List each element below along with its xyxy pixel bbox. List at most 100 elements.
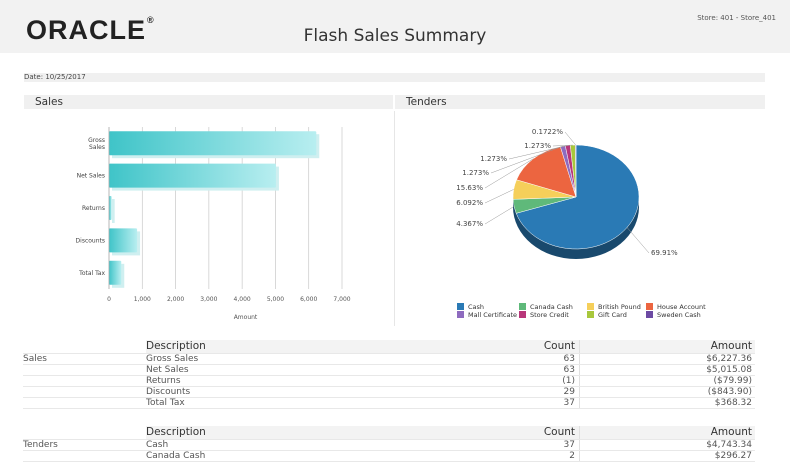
category-label: Returns [82, 205, 105, 212]
row-description: Total Tax [146, 397, 394, 409]
bar [109, 196, 112, 220]
row-count: 37 [394, 397, 580, 409]
category-label: Total Tax [78, 270, 105, 277]
legend-label: Mall Certificate [468, 311, 518, 319]
bar-shadow [112, 199, 115, 223]
pie-leader-line [484, 206, 515, 225]
category-label: Sales [89, 144, 105, 151]
table-header-row: Description Count Amount [23, 340, 755, 354]
legend-swatch [646, 311, 653, 318]
category-label: Net Sales [77, 173, 105, 180]
x-axis-label: Amount [234, 314, 258, 321]
legend-label: Canada Cash [530, 303, 573, 311]
legend-item: Mall Certificate [457, 311, 517, 320]
table-row: Tenders Cash 37 $4,743.34 [23, 439, 755, 451]
row-count: 29 [394, 386, 580, 398]
legend-item: Canada Cash [519, 303, 573, 312]
table-row: Discounts 29 ($843.90) [23, 386, 755, 398]
pie-slice-label: 1.273% [480, 155, 507, 163]
row-amount: $6,227.36 [579, 353, 755, 365]
row-amount: $5,015.08 [579, 364, 755, 376]
row-description: Gross Sales [146, 353, 394, 365]
x-tick-label: 3,000 [200, 296, 217, 303]
legend-swatch [519, 303, 526, 310]
legend-label: House Account [657, 303, 706, 311]
pie-leader-line [552, 144, 573, 147]
sales-section-heading: Sales [24, 95, 393, 109]
x-tick-label: 2,000 [167, 296, 184, 303]
category-label: Gross [88, 137, 105, 144]
legend-label: Sweden Cash [657, 311, 701, 319]
legend-swatch [457, 303, 464, 310]
legend-item: British Pound [587, 303, 641, 312]
row-description: Returns [146, 375, 394, 387]
pie-slice [516, 146, 577, 198]
row-amount: $368.32 [579, 397, 755, 409]
description-header: Description [146, 426, 394, 440]
sales-bar-chart: 0 1,000 2,000 3,000 4,000 5,000 6,000 7,000 Amou… [76, 127, 351, 321]
panel-divider [394, 111, 395, 326]
pie-leader-line [564, 131, 576, 146]
table-row: Returns (1) ($79.99) [23, 375, 755, 387]
legend-swatch [646, 303, 653, 310]
sales-table: Description Count Amount Sales Gross Sal… [23, 340, 755, 409]
row-amount: ($843.90) [579, 386, 755, 398]
count-header: Count [394, 340, 580, 354]
pie-slice-label: 0.1722% [532, 128, 563, 136]
group-label: Tenders [23, 439, 146, 451]
row-amount: $4,743.34 [579, 439, 755, 451]
legend-swatch [587, 303, 594, 310]
pie-slice-label: 15.63% [456, 184, 483, 192]
oracle-logo: ORACLE® [26, 15, 155, 45]
legend-item: Cash [457, 303, 484, 312]
pie-leader-line [484, 189, 514, 204]
row-description: Canada Cash [146, 450, 394, 462]
pie-slice-label: 6.092% [456, 199, 483, 207]
table-row: Net Sales 63 $5,015.08 [23, 364, 755, 376]
table-row: Total Tax 37 $368.32 [23, 397, 755, 409]
tenders-pie-chart: 69.91% 4.367% 6.092% 15.63% 1.273% 1.273% 1.27… [456, 128, 678, 259]
tenders-section-heading: Tenders [395, 95, 765, 109]
pie-leader-line [626, 227, 650, 254]
amount-header: Amount [579, 340, 755, 354]
legend-item: Gift Card [587, 311, 627, 320]
bar [109, 228, 138, 253]
legend-label: Gift Card [598, 311, 627, 319]
bar [109, 131, 317, 156]
row-count: 2 [394, 450, 580, 462]
x-tick-label: 0 [107, 296, 111, 303]
legend-item: House Account [646, 303, 706, 312]
pie-slice-label: 4.367% [456, 220, 483, 228]
pie-leader-line [490, 145, 563, 174]
page-title: Flash Sales Summary [303, 26, 487, 46]
table-header-row: Description Count Amount [23, 426, 755, 440]
pie-slice-label: 1.273% [524, 142, 551, 150]
legend-swatch [519, 311, 526, 318]
store-label: Store: 401 - Store_401 [697, 14, 776, 22]
bar [109, 163, 276, 188]
date-label: Date: 10/25/2017 [24, 73, 765, 82]
legend-item: Sweden Cash [646, 311, 701, 320]
amount-header: Amount [579, 426, 755, 440]
legend-label: Store Credit [530, 311, 569, 319]
row-description: Net Sales [146, 364, 394, 376]
row-description: Discounts [146, 386, 394, 398]
legend-item: Store Credit [519, 311, 569, 320]
row-count: (1) [394, 375, 580, 387]
pie-slice-label: 1.273% [462, 169, 489, 177]
legend-label: British Pound [598, 303, 641, 311]
legend-label: Cash [468, 303, 485, 311]
group-label: Sales [23, 353, 146, 365]
description-header: Description [146, 340, 394, 354]
row-amount: $296.27 [579, 450, 755, 462]
table-row: Sales Gross Sales 63 $6,227.36 [23, 353, 755, 365]
pie-leader-line [508, 145, 568, 160]
legend-swatch [457, 311, 464, 318]
category-label: Discounts [76, 237, 105, 244]
count-header: Count [394, 426, 580, 440]
row-description: Cash [146, 439, 394, 451]
row-amount: ($79.99) [579, 375, 755, 387]
legend-swatch [587, 311, 594, 318]
x-tick-label: 5,000 [267, 296, 284, 303]
report-header: ORACLE® Flash Sales Summary Store: 401 -… [0, 0, 790, 53]
